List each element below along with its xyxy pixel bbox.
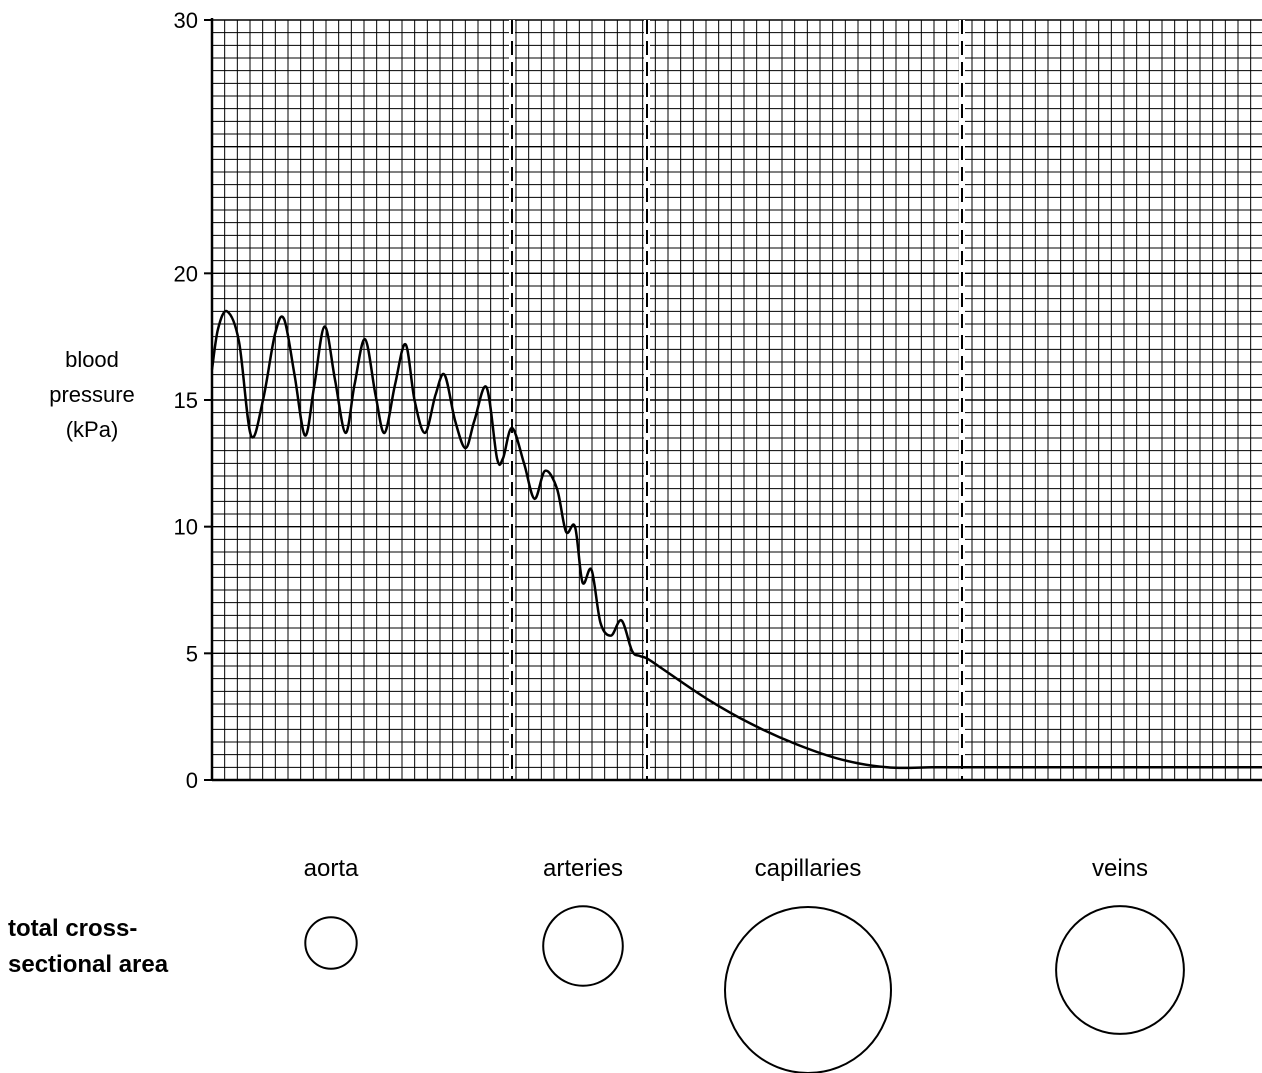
cross-section-circle-capillaries	[724, 906, 892, 1073]
y-axis-label-line1: blood	[65, 347, 119, 372]
cross-section-circle-arteries	[542, 905, 624, 987]
y-tick-label: 0	[186, 768, 198, 793]
y-tick-labels: 0 5 10 15 20 30	[174, 8, 212, 793]
cross-section-circles	[304, 905, 1185, 1073]
region-labels: aorta arteries capillaries veins	[304, 855, 1148, 882]
cross-section-circle-aorta	[304, 916, 358, 970]
y-tick-label: 15	[174, 388, 198, 413]
chart-grid	[211, 19, 1262, 781]
pressure-curve	[210, 309, 1262, 770]
row-label-line1: total cross-	[8, 915, 137, 942]
y-axis-label-line3: (kPa)	[66, 417, 119, 442]
y-tick-label: 20	[174, 261, 198, 286]
cross-section-row-label: total cross- sectional area	[8, 915, 169, 978]
region-label-aorta: aorta	[304, 855, 359, 882]
region-dividers	[509, 20, 965, 780]
y-axis-label-line2: pressure	[49, 382, 135, 407]
y-tick-label: 30	[174, 8, 198, 33]
cross-section-circle-veins	[1055, 905, 1185, 1035]
row-label-line2: sectional area	[8, 951, 169, 978]
pressure-line	[210, 309, 1262, 770]
region-label-capillaries: capillaries	[755, 855, 862, 882]
region-label-veins: veins	[1092, 855, 1148, 882]
y-tick-label: 5	[186, 641, 198, 666]
y-tick-label: 10	[174, 515, 198, 540]
region-label-arteries: arteries	[543, 855, 623, 882]
y-axis-label: blood pressure (kPa)	[49, 347, 135, 442]
